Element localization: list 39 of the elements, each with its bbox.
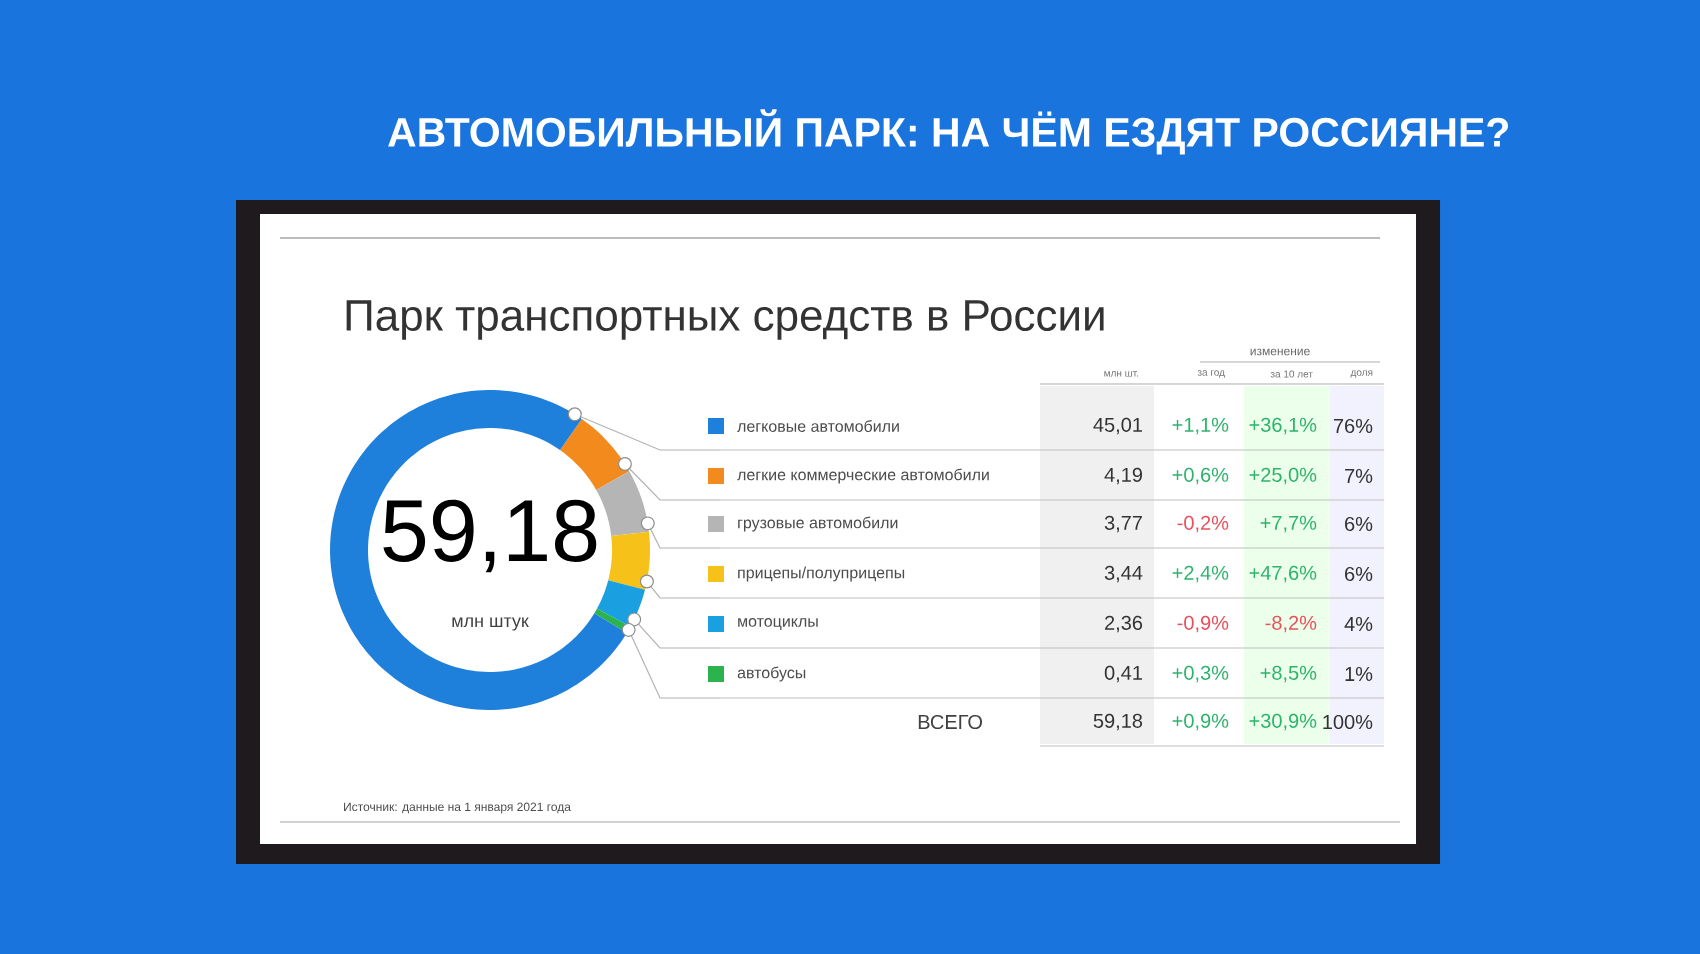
data-label: 3,44 [1104,565,1143,583]
data-label: 2,36 [1105,615,1143,633]
legend-label: грузовые автомобили [738,516,898,532]
text: -0,9% [1177,615,1229,633]
text: ВСЕГО [918,714,983,730]
text: 6% [1345,566,1373,582]
text: +2,4% [1172,565,1229,583]
text: +1,1% [1172,417,1229,435]
chart-title: АВТОМОБИЛЬНЫЙ ПАРК: НА ЧЁМ ЕЗДЯТ РОССИЯНЕ? [388,109,1509,155]
text: млн штук [452,617,529,631]
text: +0,6% [1172,467,1229,485]
chart-subtitle: Парк транспортных средств в России [346,300,1104,340]
text: -0,2% [1177,515,1229,533]
text: 59,18 [1093,713,1143,731]
text: 7% [1345,468,1373,483]
text: 4% [1344,616,1373,631]
text: 59,18 [383,499,597,573]
data-label: 4,19 [1104,467,1143,485]
legend-label: прицепы/полуприцепы [738,566,905,582]
text: +0,3% [1172,665,1229,683]
text: +36,1% [1249,417,1317,435]
text: -8,2% [1265,615,1317,633]
data-label: 45,01 [1093,417,1142,435]
text: +7,7% [1260,515,1317,533]
text: +47,6% [1249,565,1317,583]
text: 6% [1345,516,1373,532]
legend-label: автобусы [737,666,806,682]
text: +8,5% [1260,665,1317,683]
legend-label: мотоциклы [738,618,818,630]
text: 100% [1323,714,1373,730]
text: +0,9% [1172,713,1229,731]
legend-label: легковые автомобили [737,420,899,432]
data-label: 3,77 [1104,515,1142,533]
text: +30,9% [1249,713,1317,731]
text: 1% [1345,666,1373,681]
text: 76% [1333,418,1373,434]
legend-label: легкие коммерческие автомобили [737,468,989,484]
text: +25,0% [1249,467,1317,485]
data-label: 0,41 [1104,665,1142,683]
